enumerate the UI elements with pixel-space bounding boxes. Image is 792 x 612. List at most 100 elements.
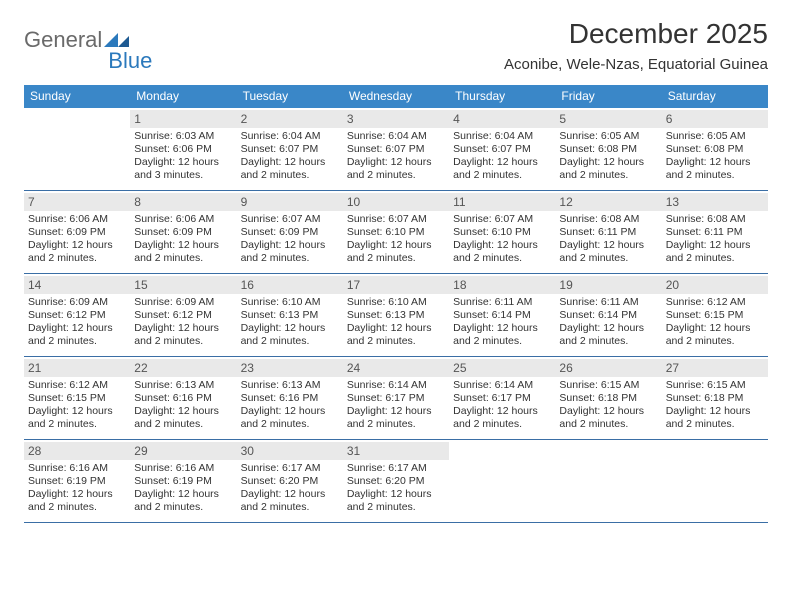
daylight-line: Daylight: 12 hours and 2 minutes. [666,322,764,348]
daylight-line: Daylight: 12 hours and 2 minutes. [559,405,657,431]
week-row: 1Sunrise: 6:03 AMSunset: 6:06 PMDaylight… [24,108,768,191]
day-details: Sunrise: 6:12 AMSunset: 6:15 PMDaylight:… [28,379,126,432]
day-number: 6 [662,110,768,128]
sunset-line: Sunset: 6:11 PM [559,226,657,239]
logo-mark-icon [104,31,132,49]
sunrise-line: Sunrise: 6:05 AM [559,130,657,143]
sunset-line: Sunset: 6:09 PM [241,226,339,239]
day-number: 12 [555,193,661,211]
daylight-line: Daylight: 12 hours and 2 minutes. [28,239,126,265]
daylight-line: Daylight: 12 hours and 2 minutes. [453,239,551,265]
calendar: Sunday Monday Tuesday Wednesday Thursday… [24,85,768,523]
daylight-line: Daylight: 12 hours and 2 minutes. [347,488,445,514]
header: General Blue December 2025 Aconibe, Wele… [24,18,768,73]
day-cell: 29 Sunrise: 6:16 AMSunset: 6:19 PMDayligh… [130,440,236,522]
daylight-line: Daylight: 12 hours and 2 minutes. [28,488,126,514]
sunset-line: Sunset: 6:17 PM [453,392,551,405]
sunrise-line: Sunrise: 6:13 AM [134,379,232,392]
daylight-line: Daylight: 12 hours and 2 minutes. [559,156,657,182]
day-number: 27 [662,359,768,377]
day-cell: 12Sunrise: 6:08 AMSunset: 6:11 PMDayligh… [555,191,661,273]
day-cell: 10Sunrise: 6:07 AMSunset: 6:10 PMDayligh… [343,191,449,273]
page-title: December 2025 [504,18,768,50]
sunset-line: Sunset: 6:15 PM [28,392,126,405]
sunset-line: Sunset: 6:16 PM [134,392,232,405]
sunset-line: Sunset: 6:06 PM [134,143,232,156]
sunset-line: Sunset: 6:14 PM [453,309,551,322]
daylight-line: Daylight: 12 hours and 2 minutes. [453,405,551,431]
day-number: 4 [449,110,555,128]
sunset-line: Sunset: 6:09 PM [134,226,232,239]
daylight-line: Daylight: 12 hours and 2 minutes. [347,322,445,348]
day-details: Sunrise: 6:06 AMSunset: 6:09 PMDaylight:… [134,213,232,266]
day-cell: 24Sunrise: 6:14 AMSunset: 6:17 PMDayligh… [343,357,449,439]
day-cell: 19Sunrise: 6:11 AMSunset: 6:14 PMDayligh… [555,274,661,356]
day-details: Sunrise: 6:15 AMSunset: 6:18 PMDaylight:… [559,379,657,432]
day-cell: 13Sunrise: 6:08 AMSunset: 6:11 PMDayligh… [662,191,768,273]
sunset-line: Sunset: 6:15 PM [666,309,764,322]
dow-sunday: Sunday [24,85,130,108]
day-number: 16 [237,276,343,294]
day-cell: 21 Sunrise: 6:12 AMSunset: 6:15 PMDayligh… [24,357,130,439]
day-cell [662,440,768,522]
sunrise-line: Sunrise: 6:10 AM [347,296,445,309]
daylight-line: Daylight: 12 hours and 2 minutes. [559,322,657,348]
day-details: Sunrise: 6:16 AMSunset: 6:19 PMDaylight:… [134,462,232,515]
sunrise-line: Sunrise: 6:07 AM [347,213,445,226]
day-cell: 17Sunrise: 6:10 AMSunset: 6:13 PMDayligh… [343,274,449,356]
dow-monday: Monday [130,85,236,108]
daylight-line: Daylight: 12 hours and 2 minutes. [666,239,764,265]
sunrise-line: Sunrise: 6:08 AM [666,213,764,226]
day-details: Sunrise: 6:11 AMSunset: 6:14 PMDaylight:… [559,296,657,349]
sunrise-line: Sunrise: 6:17 AM [347,462,445,475]
sunset-line: Sunset: 6:14 PM [559,309,657,322]
day-details: Sunrise: 6:12 AMSunset: 6:15 PMDaylight:… [666,296,764,349]
day-number: 14 [24,276,130,294]
day-number: 10 [343,193,449,211]
sunset-line: Sunset: 6:08 PM [559,143,657,156]
day-number: 20 [662,276,768,294]
sunset-line: Sunset: 6:07 PM [241,143,339,156]
sunrise-line: Sunrise: 6:04 AM [241,130,339,143]
day-cell [555,440,661,522]
daylight-line: Daylight: 12 hours and 2 minutes. [347,156,445,182]
day-cell: 23 Sunrise: 6:13 AMSunset: 6:16 PMDayligh… [237,357,343,439]
day-details: Sunrise: 6:05 AMSunset: 6:08 PMDaylight:… [666,130,764,183]
day-details: Sunrise: 6:10 AMSunset: 6:13 PMDaylight:… [241,296,339,349]
day-cell: 9Sunrise: 6:07 AMSunset: 6:09 PMDaylight… [237,191,343,273]
day-cell: 27 Sunrise: 6:15 AMSunset: 6:18 PMDayligh… [662,357,768,439]
day-number: 29 [130,442,236,460]
sunset-line: Sunset: 6:10 PM [453,226,551,239]
day-details: Sunrise: 6:15 AMSunset: 6:18 PMDaylight:… [666,379,764,432]
daylight-line: Daylight: 12 hours and 2 minutes. [134,488,232,514]
day-cell [24,108,130,190]
day-cell: 16 Sunrise: 6:10 AMSunset: 6:13 PMDayligh… [237,274,343,356]
day-number: 31 [343,442,449,460]
day-cell: 11Sunrise: 6:07 AMSunset: 6:10 PMDayligh… [449,191,555,273]
day-number: 24 [343,359,449,377]
sunset-line: Sunset: 6:13 PM [241,309,339,322]
day-number: 15 [130,276,236,294]
day-details: Sunrise: 6:10 AMSunset: 6:13 PMDaylight:… [347,296,445,349]
daylight-line: Daylight: 12 hours and 3 minutes. [134,156,232,182]
sunrise-line: Sunrise: 6:12 AM [666,296,764,309]
sunrise-line: Sunrise: 6:10 AM [241,296,339,309]
day-cell: 30Sunrise: 6:17 AMSunset: 6:20 PMDayligh… [237,440,343,522]
day-details: Sunrise: 6:07 AMSunset: 6:09 PMDaylight:… [241,213,339,266]
day-number: 28 [24,442,130,460]
day-number: 3 [343,110,449,128]
day-details: Sunrise: 6:13 AMSunset: 6:16 PMDaylight:… [241,379,339,432]
sunrise-line: Sunrise: 6:06 AM [28,213,126,226]
day-number: 8 [130,193,236,211]
sunset-line: Sunset: 6:07 PM [347,143,445,156]
day-number: 23 [237,359,343,377]
day-details: Sunrise: 6:04 AMSunset: 6:07 PMDaylight:… [241,130,339,183]
sunset-line: Sunset: 6:12 PM [134,309,232,322]
sunset-line: Sunset: 6:16 PM [241,392,339,405]
day-cell: 5Sunrise: 6:05 AMSunset: 6:08 PMDaylight… [555,108,661,190]
sunrise-line: Sunrise: 6:03 AM [134,130,232,143]
daylight-line: Daylight: 12 hours and 2 minutes. [347,405,445,431]
day-number: 21 [24,359,130,377]
title-block: December 2025 Aconibe, Wele-Nzas, Equato… [504,18,768,73]
day-number: 30 [237,442,343,460]
